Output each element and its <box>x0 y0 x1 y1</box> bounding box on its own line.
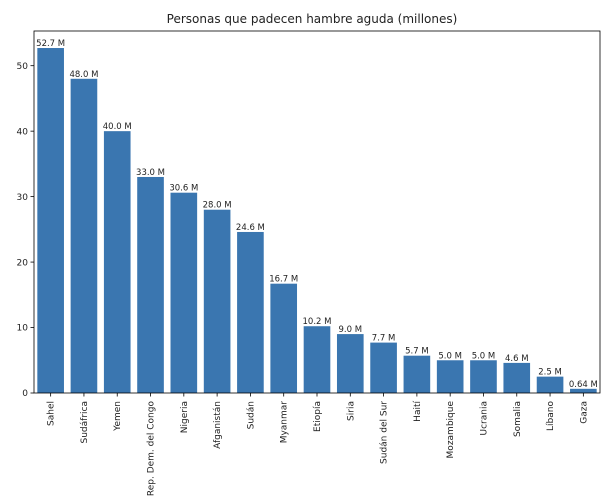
data-label: 0.64 M <box>569 380 598 390</box>
x-tick-label: Gaza <box>579 401 589 424</box>
data-label: 9.0 M <box>339 325 363 335</box>
data-label: 40.0 M <box>103 122 132 132</box>
x-tick-label: Mozambique <box>446 401 456 459</box>
data-label: 7.7 M <box>372 334 396 344</box>
bar <box>170 192 198 393</box>
x-tick-label: Somalia <box>513 401 523 437</box>
bar <box>70 78 98 393</box>
y-tick-label: 10 <box>17 324 29 334</box>
x-tick-label: Myanmar <box>280 401 290 444</box>
data-label: 4.6 M <box>505 354 529 364</box>
bar <box>303 326 331 393</box>
bar <box>403 355 431 393</box>
data-label: 2.5 M <box>538 368 562 378</box>
y-tick-label: 40 <box>17 127 29 137</box>
bar <box>470 360 497 393</box>
x-tick-label: Yemen <box>113 401 123 432</box>
data-label: 10.2 M <box>303 317 332 327</box>
data-label: 48.0 M <box>69 70 98 80</box>
bar <box>203 209 231 393</box>
bar <box>436 360 464 393</box>
x-tick-label: Afganistán <box>213 401 223 449</box>
y-tick-label: 20 <box>17 258 29 268</box>
bar <box>503 362 531 393</box>
bar <box>103 131 131 393</box>
y-tick-label: 0 <box>22 389 28 399</box>
x-tick-label: Rep. Dem. del Congo <box>147 401 157 497</box>
x-tick-label: Haití <box>413 401 423 422</box>
x-tick-label: Nigeria <box>180 401 190 433</box>
bar <box>370 342 397 393</box>
x-tick-label: Ucrania <box>479 401 489 435</box>
bar <box>536 376 564 393</box>
bar <box>37 48 64 393</box>
chart-title: Personas que padecen hambre aguda (millo… <box>167 12 458 26</box>
data-label: 33.0 M <box>136 168 165 178</box>
bar <box>570 388 597 393</box>
bar <box>270 283 298 393</box>
bar <box>336 334 364 393</box>
x-tick-label: Etiopía <box>313 401 323 432</box>
bar <box>137 176 164 393</box>
data-label: 5.0 M <box>472 351 496 361</box>
bar <box>237 231 264 393</box>
x-tick-label: Sudán <box>246 401 256 429</box>
data-label: 24.6 M <box>236 223 265 233</box>
data-label: 16.7 M <box>269 275 298 285</box>
x-tick-label: Líbano <box>546 401 556 431</box>
data-label: 5.7 M <box>405 347 429 357</box>
y-tick-label: 50 <box>17 62 29 72</box>
plot-area: 52.7 M Sahel 48.0 M Sudáfrica 40.0 M Yemen 33.… <box>17 30 601 497</box>
data-label: 28.0 M <box>203 201 232 211</box>
data-label: 5.0 M <box>438 351 462 361</box>
x-tick-label: Sahel <box>47 401 57 426</box>
y-tick-label: 30 <box>17 193 29 203</box>
x-tick-label: Siria <box>346 401 356 421</box>
axes-frame <box>33 30 601 394</box>
data-label: 30.6 M <box>169 184 198 194</box>
x-tick-label: Sudán del Sur <box>380 401 390 464</box>
x-tick-label: Sudáfrica <box>80 401 90 443</box>
data-label: 52.7 M <box>36 39 65 49</box>
